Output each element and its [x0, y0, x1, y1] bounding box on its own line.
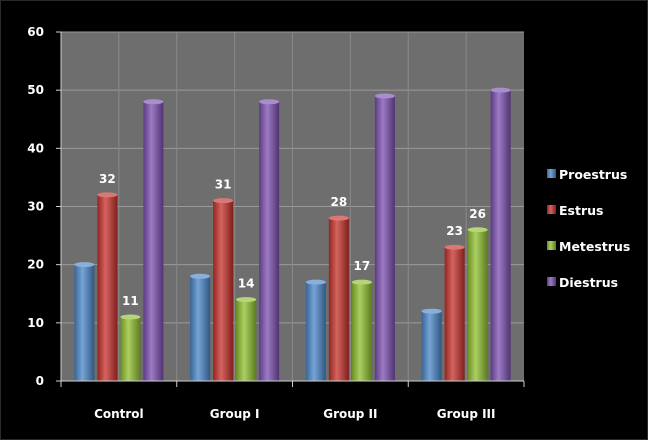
bar-diestrus-group-iii [490, 90, 511, 382]
bar-estrus-control [97, 194, 118, 381]
legend-swatch-estrus [547, 205, 556, 214]
bar-diestrus-group-ii [374, 95, 395, 381]
bar-metestrus-group-i [236, 299, 257, 381]
legend-swatch-diestrus [547, 277, 556, 286]
bar-cap [190, 273, 211, 279]
bar-diestrus-control [143, 101, 164, 382]
y-tick-label: 50 [27, 83, 44, 97]
legend-swatch-proestrus [547, 169, 556, 178]
bar-cap [305, 279, 326, 285]
y-tick-label: 0 [36, 374, 44, 388]
data-label-metestrus: 11 [122, 294, 139, 308]
bar-estrus-group-iii [444, 247, 465, 381]
bar-cap [374, 93, 395, 99]
legend-label-diestrus: Diestrus [559, 275, 618, 290]
data-label-estrus: 28 [331, 195, 348, 209]
bar-metestrus-group-ii [351, 282, 372, 381]
y-tick-label: 30 [27, 200, 44, 214]
y-tick-label: 10 [27, 316, 44, 330]
bar-metestrus-control [120, 317, 141, 381]
bar-proestrus-control [74, 264, 95, 381]
data-labels: 32 11 31 14 28 17 23 26 [99, 172, 486, 308]
legend-label-proestrus: Proestrus [559, 167, 627, 182]
bar-cap [259, 99, 280, 105]
y-axis-tick-labels: 0 10 20 30 40 50 60 [27, 25, 44, 388]
bar-proestrus-group-i [190, 276, 211, 381]
bar-cap [97, 192, 118, 198]
bar-proestrus-group-ii [305, 282, 326, 381]
legend-label-estrus: Estrus [559, 203, 603, 218]
legend-swatch-metestrus [547, 241, 556, 250]
bar-diestrus-group-i [259, 101, 280, 382]
bar-cap [328, 215, 349, 221]
legend-label-metestrus: Metestrus [559, 239, 630, 254]
bar-cap [236, 297, 257, 303]
category-label: Group III [437, 407, 496, 421]
bar-estrus-group-i [213, 200, 234, 381]
bar-cap [120, 314, 141, 320]
y-tick-label: 60 [27, 25, 44, 39]
x-axis-category-labels: Control Group I Group II Group III [94, 407, 495, 421]
category-label: Group I [210, 407, 260, 421]
category-label: Group II [323, 407, 377, 421]
data-label-estrus: 23 [446, 224, 463, 238]
bar-metestrus-group-iii [467, 229, 488, 381]
bar-cap [490, 87, 511, 93]
grid-lines [61, 31, 524, 381]
y-tick-label: 40 [27, 141, 44, 155]
category-label: Control [94, 407, 144, 421]
bar-cap [467, 227, 488, 233]
data-label-estrus: 32 [99, 172, 116, 186]
data-label-estrus: 31 [215, 178, 232, 192]
bar-cap [74, 262, 95, 268]
axes [56, 31, 525, 387]
data-label-metestrus: 26 [469, 207, 486, 221]
bars [74, 87, 511, 382]
data-label-metestrus: 17 [354, 259, 371, 273]
bar-cap [213, 198, 234, 204]
bar-cap [143, 99, 164, 105]
bar-estrus-group-ii [328, 218, 349, 381]
data-label-metestrus: 14 [238, 277, 255, 291]
bar-proestrus-group-iii [421, 311, 442, 381]
bar-cap [444, 244, 465, 250]
bar-cap [421, 308, 442, 314]
y-tick-label: 20 [27, 258, 44, 272]
legend: Proestrus Estrus Metestrus Diestrus [547, 167, 630, 290]
bar-cap [351, 279, 372, 285]
